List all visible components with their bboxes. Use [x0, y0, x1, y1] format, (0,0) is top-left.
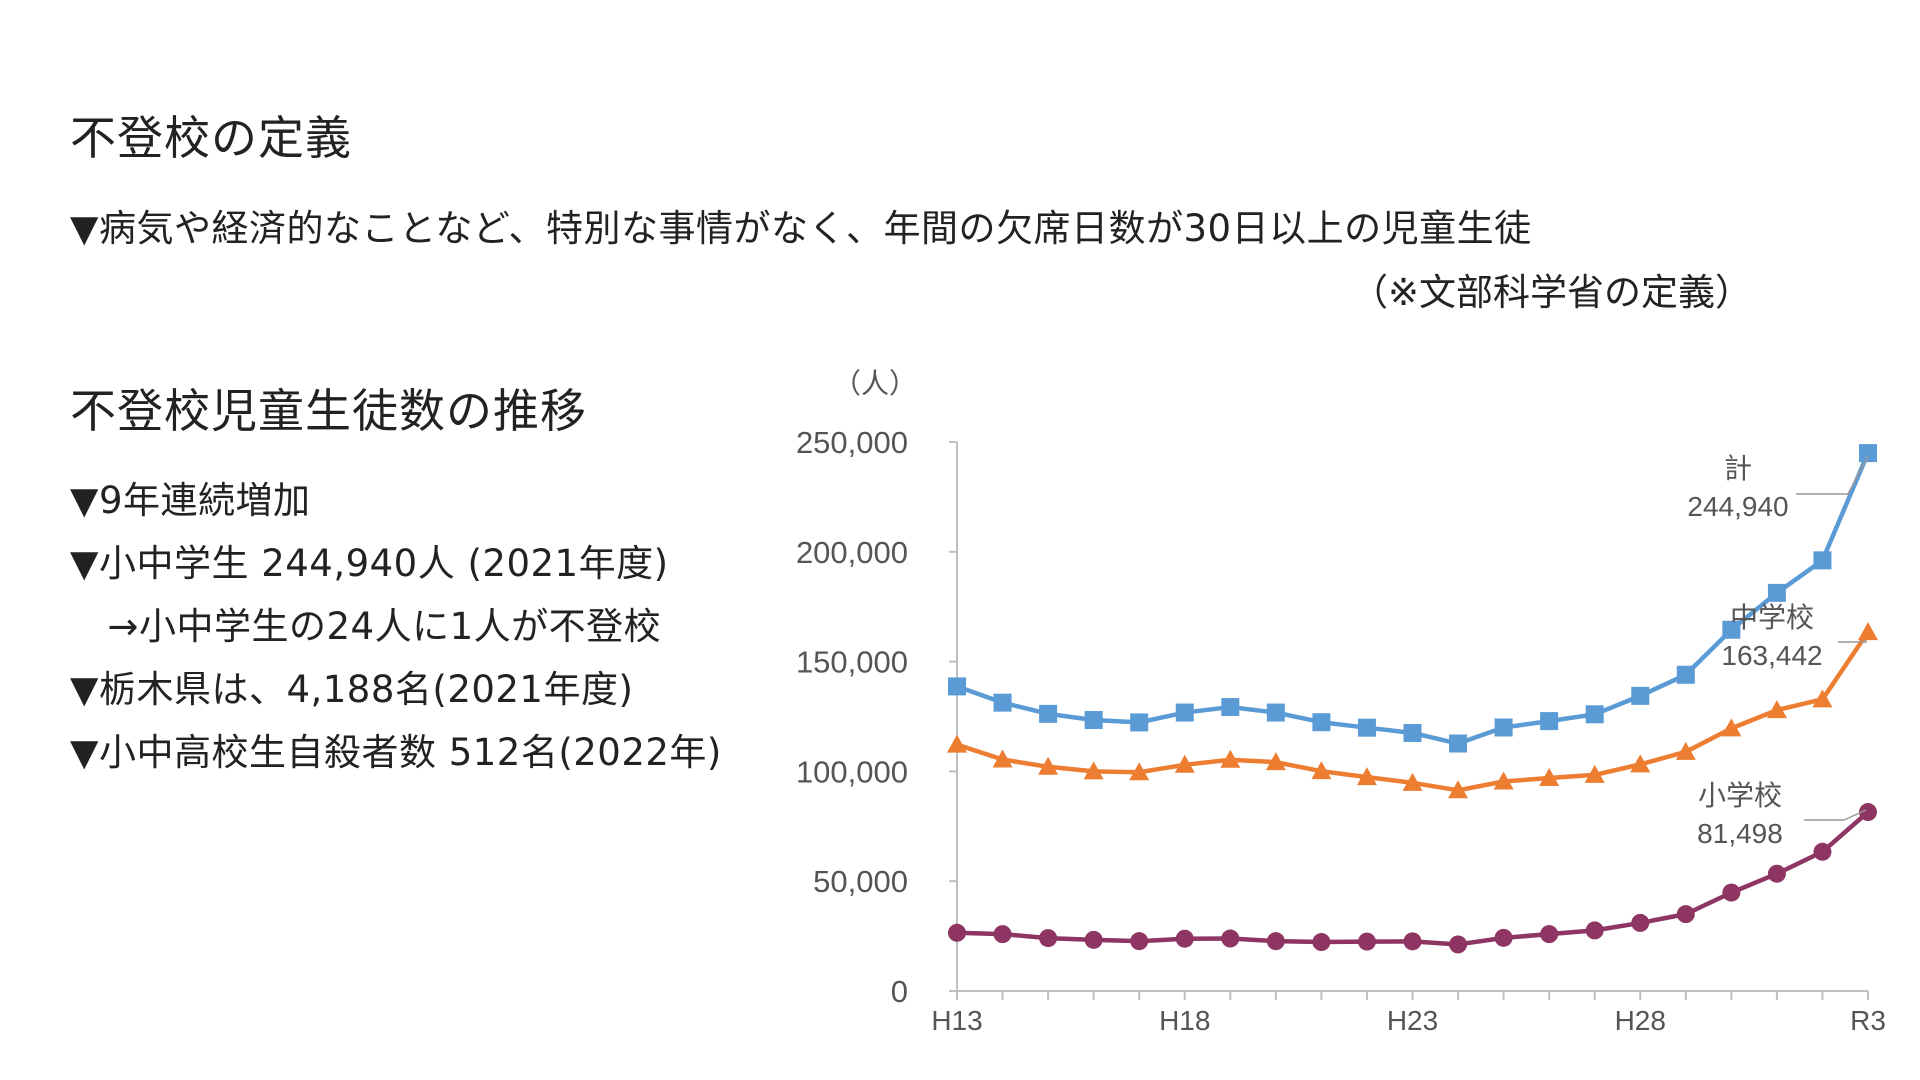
data-point-triangle — [1539, 767, 1560, 786]
data-point-circle — [1813, 842, 1832, 861]
series-value-label: 163,442 — [1721, 640, 1822, 671]
data-point-square — [1221, 698, 1240, 717]
data-point-square — [1585, 705, 1604, 724]
data-point-circle — [1722, 883, 1741, 902]
data-point-square — [1859, 444, 1877, 463]
y-tick-label: 150,000 — [796, 645, 908, 680]
data-point-circle — [1767, 864, 1786, 883]
data-point-circle — [1403, 932, 1422, 951]
trend-bullet: ▼小中学生 244,940人 (2021年度) — [70, 542, 669, 585]
data-point-circle — [1266, 932, 1285, 951]
y-tick-label: 250,000 — [796, 425, 908, 460]
data-point-triangle — [1675, 741, 1696, 760]
data-point-triangle — [1174, 754, 1195, 773]
data-point-circle — [1676, 905, 1695, 924]
x-tick-label: H18 — [1159, 1005, 1210, 1036]
data-point-square — [948, 677, 966, 696]
data-point-triangle — [1858, 622, 1878, 641]
data-point-square — [993, 693, 1012, 712]
series-label: 中学校 — [1730, 601, 1814, 634]
data-point-square — [1130, 713, 1149, 732]
definition-title: 不登校の定義 — [70, 111, 352, 165]
data-point-square — [1449, 734, 1468, 753]
data-point-square — [1767, 583, 1786, 602]
trend-title: 不登校児童生徒数の推移 — [70, 384, 587, 438]
data-point-triangle — [1721, 718, 1742, 737]
y-axis-unit-label: （人） — [833, 367, 917, 400]
data-point-circle — [1084, 930, 1103, 949]
data-point-triangle — [1766, 700, 1787, 719]
data-point-circle — [1130, 932, 1149, 951]
x-tick-label: H28 — [1615, 1005, 1666, 1036]
data-point-triangle — [1493, 771, 1514, 790]
data-point-square — [1631, 686, 1650, 705]
x-tick-label: R3 — [1850, 1005, 1886, 1036]
data-point-circle — [948, 923, 966, 942]
data-point-circle — [1039, 929, 1058, 948]
data-point-square — [1266, 703, 1285, 722]
y-tick-label: 50,000 — [813, 864, 908, 899]
y-tick-label: 0 — [891, 974, 908, 1009]
data-point-triangle — [1311, 761, 1332, 780]
data-point-square — [1540, 712, 1559, 731]
data-point-square — [1676, 665, 1695, 684]
data-point-circle — [1631, 913, 1650, 932]
data-point-triangle — [1448, 780, 1469, 799]
data-point-square — [1813, 551, 1832, 570]
series-value-label: 244,940 — [1687, 491, 1788, 522]
x-tick-label: H13 — [931, 1005, 982, 1036]
data-point-square — [1175, 703, 1194, 722]
trend-bullet: ▼小中高校生自殺者数 512名(2022年) — [70, 731, 722, 774]
definition-text: ▼病気や経済的なことなど、特別な事情がなく、年間の欠席日数が30日以上の児童生徒 — [70, 207, 1532, 250]
data-point-circle — [1859, 803, 1877, 822]
trend-bullet: ▼9年連続増加 — [70, 479, 311, 522]
data-point-circle — [1449, 935, 1468, 954]
series-label: 計 — [1724, 452, 1752, 485]
data-point-triangle — [1584, 764, 1605, 783]
x-tick-label: H23 — [1387, 1005, 1438, 1036]
data-point-triangle — [992, 749, 1013, 768]
data-point-circle — [1585, 921, 1604, 940]
y-tick-label: 200,000 — [796, 535, 908, 570]
data-point-triangle — [1265, 752, 1286, 771]
data-point-circle — [1175, 929, 1194, 948]
y-tick-label: 100,000 — [796, 754, 908, 789]
leader-line — [1804, 809, 1867, 821]
series-value-label: 81,498 — [1697, 818, 1783, 849]
data-point-triangle — [1356, 767, 1377, 786]
data-point-square — [1357, 718, 1376, 737]
data-point-circle — [1357, 932, 1376, 951]
data-point-square — [1722, 620, 1741, 639]
leader-line — [1796, 455, 1869, 495]
data-point-square — [1403, 723, 1422, 742]
data-point-triangle — [947, 734, 967, 753]
data-point-circle — [1312, 933, 1331, 952]
data-point-square — [1312, 713, 1331, 732]
definition-note: （※文部科学省の定義） — [1350, 271, 1752, 314]
data-point-square — [1039, 704, 1058, 723]
trend-bullet: →小中学生の24人に1人が不登校 — [70, 605, 662, 648]
leader-line — [1838, 640, 1867, 643]
data-point-triangle — [1220, 749, 1241, 768]
data-point-circle — [993, 925, 1012, 944]
series-label: 小学校 — [1698, 779, 1782, 812]
data-point-square — [1494, 718, 1513, 737]
trend-bullet: ▼栃木県は、4,188名(2021年度) — [70, 668, 634, 711]
data-point-circle — [1494, 928, 1513, 947]
data-point-circle — [1540, 925, 1559, 944]
data-point-circle — [1221, 929, 1240, 948]
data-point-triangle — [1129, 762, 1150, 781]
data-point-square — [1084, 711, 1103, 730]
data-point-triangle — [1402, 772, 1423, 791]
data-point-triangle — [1812, 689, 1833, 708]
data-point-triangle — [1038, 756, 1059, 775]
data-point-triangle — [1630, 754, 1651, 773]
data-point-triangle — [1083, 761, 1104, 780]
